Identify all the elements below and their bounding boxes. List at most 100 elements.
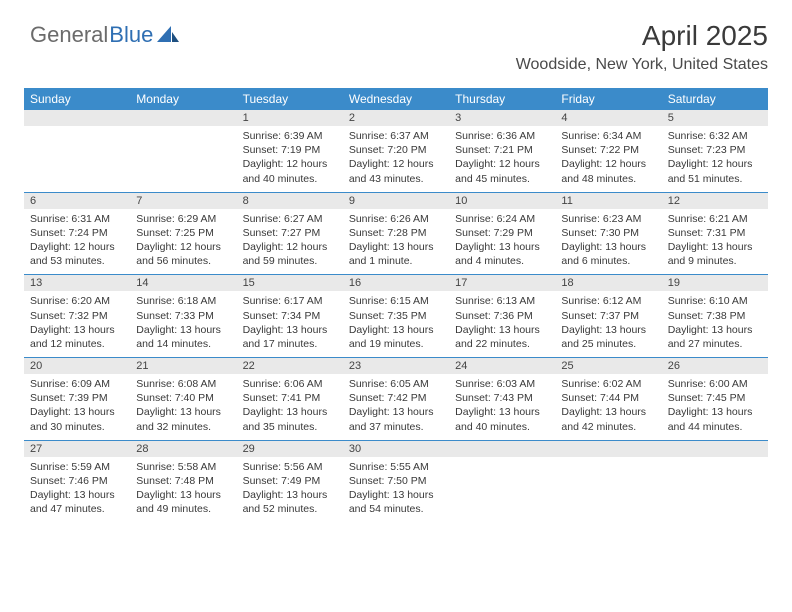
- day-number: 10: [449, 193, 555, 209]
- day-content: [449, 457, 555, 519]
- sunrise-text: Sunrise: 6:34 AM: [561, 129, 655, 143]
- sunrise-text: Sunrise: 6:20 AM: [30, 294, 124, 308]
- sunset-text: Sunset: 7:37 PM: [561, 309, 655, 323]
- day-content: Sunrise: 6:21 AMSunset: 7:31 PMDaylight:…: [662, 209, 768, 275]
- day-content: Sunrise: 6:36 AMSunset: 7:21 PMDaylight:…: [449, 126, 555, 192]
- dow-tuesday: Tuesday: [237, 88, 343, 110]
- sunset-text: Sunset: 7:41 PM: [243, 391, 337, 405]
- sunrise-text: Sunrise: 6:05 AM: [349, 377, 443, 391]
- calendar-day-cell: 5Sunrise: 6:32 AMSunset: 7:23 PMDaylight…: [662, 110, 768, 192]
- day-content: Sunrise: 6:05 AMSunset: 7:42 PMDaylight:…: [343, 374, 449, 440]
- day-number: 13: [24, 275, 130, 291]
- sunrise-text: Sunrise: 6:17 AM: [243, 294, 337, 308]
- daylight-text: Daylight: 12 hours and 53 minutes.: [30, 240, 124, 268]
- sunrise-text: Sunrise: 6:09 AM: [30, 377, 124, 391]
- sunrise-text: Sunrise: 6:18 AM: [136, 294, 230, 308]
- day-number: 17: [449, 275, 555, 291]
- sunrise-text: Sunrise: 6:23 AM: [561, 212, 655, 226]
- day-content: Sunrise: 6:18 AMSunset: 7:33 PMDaylight:…: [130, 291, 236, 357]
- day-content: Sunrise: 6:09 AMSunset: 7:39 PMDaylight:…: [24, 374, 130, 440]
- calendar-day-cell: [555, 441, 661, 523]
- day-content: [662, 457, 768, 519]
- sunrise-text: Sunrise: 6:24 AM: [455, 212, 549, 226]
- day-number: 9: [343, 193, 449, 209]
- daylight-text: Daylight: 13 hours and 12 minutes.: [30, 323, 124, 351]
- sunset-text: Sunset: 7:49 PM: [243, 474, 337, 488]
- day-number: 26: [662, 358, 768, 374]
- day-number: 4: [555, 110, 661, 126]
- calendar-day-cell: 16Sunrise: 6:15 AMSunset: 7:35 PMDayligh…: [343, 275, 449, 357]
- day-content: Sunrise: 6:29 AMSunset: 7:25 PMDaylight:…: [130, 209, 236, 275]
- sunset-text: Sunset: 7:36 PM: [455, 309, 549, 323]
- calendar-day-cell: 9Sunrise: 6:26 AMSunset: 7:28 PMDaylight…: [343, 193, 449, 275]
- daylight-text: Daylight: 12 hours and 40 minutes.: [243, 157, 337, 185]
- sunrise-text: Sunrise: 6:08 AM: [136, 377, 230, 391]
- daylight-text: Daylight: 13 hours and 27 minutes.: [668, 323, 762, 351]
- daylight-text: Daylight: 13 hours and 19 minutes.: [349, 323, 443, 351]
- daylight-text: Daylight: 13 hours and 32 minutes.: [136, 405, 230, 433]
- sunset-text: Sunset: 7:39 PM: [30, 391, 124, 405]
- sunset-text: Sunset: 7:35 PM: [349, 309, 443, 323]
- sunset-text: Sunset: 7:25 PM: [136, 226, 230, 240]
- sunset-text: Sunset: 7:46 PM: [30, 474, 124, 488]
- day-number: 29: [237, 441, 343, 457]
- dow-saturday: Saturday: [662, 88, 768, 110]
- sunset-text: Sunset: 7:45 PM: [668, 391, 762, 405]
- sunrise-text: Sunrise: 5:59 AM: [30, 460, 124, 474]
- sunset-text: Sunset: 7:50 PM: [349, 474, 443, 488]
- day-number: 30: [343, 441, 449, 457]
- daylight-text: Daylight: 13 hours and 37 minutes.: [349, 405, 443, 433]
- day-number: 24: [449, 358, 555, 374]
- day-number: 11: [555, 193, 661, 209]
- sunrise-text: Sunrise: 6:12 AM: [561, 294, 655, 308]
- sunset-text: Sunset: 7:24 PM: [30, 226, 124, 240]
- day-content: Sunrise: 6:34 AMSunset: 7:22 PMDaylight:…: [555, 126, 661, 192]
- calendar-week-row: 20Sunrise: 6:09 AMSunset: 7:39 PMDayligh…: [24, 357, 768, 440]
- day-number: 14: [130, 275, 236, 291]
- sunset-text: Sunset: 7:38 PM: [668, 309, 762, 323]
- sunrise-text: Sunrise: 5:58 AM: [136, 460, 230, 474]
- day-content: Sunrise: 6:00 AMSunset: 7:45 PMDaylight:…: [662, 374, 768, 440]
- calendar-day-cell: 13 Sunrise: 6:20 AMSunset: 7:32 PMDayligh…: [24, 275, 130, 357]
- day-content: Sunrise: 6:15 AMSunset: 7:35 PMDaylight:…: [343, 291, 449, 357]
- daylight-text: Daylight: 13 hours and 14 minutes.: [136, 323, 230, 351]
- day-number: 16: [343, 275, 449, 291]
- sunset-text: Sunset: 7:20 PM: [349, 143, 443, 157]
- sunrise-text: Sunrise: 6:39 AM: [243, 129, 337, 143]
- calendar-day-cell: 14Sunrise: 6:18 AMSunset: 7:33 PMDayligh…: [130, 275, 236, 357]
- daylight-text: Daylight: 13 hours and 44 minutes.: [668, 405, 762, 433]
- calendar-day-cell: 10Sunrise: 6:24 AMSunset: 7:29 PMDayligh…: [449, 193, 555, 275]
- sunrise-text: Sunrise: 6:06 AM: [243, 377, 337, 391]
- daylight-text: Daylight: 13 hours and 17 minutes.: [243, 323, 337, 351]
- sunset-text: Sunset: 7:22 PM: [561, 143, 655, 157]
- day-content: Sunrise: 6:23 AMSunset: 7:30 PMDaylight:…: [555, 209, 661, 275]
- sunrise-text: Sunrise: 5:56 AM: [243, 460, 337, 474]
- calendar-header-row: Sunday Monday Tuesday Wednesday Thursday…: [24, 88, 768, 110]
- sunrise-text: Sunrise: 6:21 AM: [668, 212, 762, 226]
- day-number: 8: [237, 193, 343, 209]
- calendar-day-cell: 29Sunrise: 5:56 AMSunset: 7:49 PMDayligh…: [237, 441, 343, 523]
- day-content: Sunrise: 5:59 AMSunset: 7:46 PMDaylight:…: [24, 457, 130, 523]
- calendar-day-cell: 7Sunrise: 6:29 AMSunset: 7:25 PMDaylight…: [130, 193, 236, 275]
- calendar-day-cell: 23Sunrise: 6:05 AMSunset: 7:42 PMDayligh…: [343, 358, 449, 440]
- calendar-day-cell: 12Sunrise: 6:21 AMSunset: 7:31 PMDayligh…: [662, 193, 768, 275]
- calendar-day-cell: 28Sunrise: 5:58 AMSunset: 7:48 PMDayligh…: [130, 441, 236, 523]
- calendar-week-row: 27Sunrise: 5:59 AMSunset: 7:46 PMDayligh…: [24, 440, 768, 523]
- day-number: 25: [555, 358, 661, 374]
- daylight-text: Daylight: 13 hours and 54 minutes.: [349, 488, 443, 516]
- day-number: 22: [237, 358, 343, 374]
- calendar-day-cell: 25Sunrise: 6:02 AMSunset: 7:44 PMDayligh…: [555, 358, 661, 440]
- sunset-text: Sunset: 7:44 PM: [561, 391, 655, 405]
- day-content: [555, 457, 661, 519]
- sunset-text: Sunset: 7:32 PM: [30, 309, 124, 323]
- sunset-text: Sunset: 7:33 PM: [136, 309, 230, 323]
- day-content: Sunrise: 6:08 AMSunset: 7:40 PMDaylight:…: [130, 374, 236, 440]
- sunrise-text: Sunrise: 6:10 AM: [668, 294, 762, 308]
- daylight-text: Daylight: 13 hours and 6 minutes.: [561, 240, 655, 268]
- calendar-day-cell: 1Sunrise: 6:39 AMSunset: 7:19 PMDaylight…: [237, 110, 343, 192]
- daylight-text: Daylight: 12 hours and 45 minutes.: [455, 157, 549, 185]
- day-content: Sunrise: 6:37 AMSunset: 7:20 PMDaylight:…: [343, 126, 449, 192]
- day-content: Sunrise: 5:58 AMSunset: 7:48 PMDaylight:…: [130, 457, 236, 523]
- day-number: 2: [343, 110, 449, 126]
- day-number: 28: [130, 441, 236, 457]
